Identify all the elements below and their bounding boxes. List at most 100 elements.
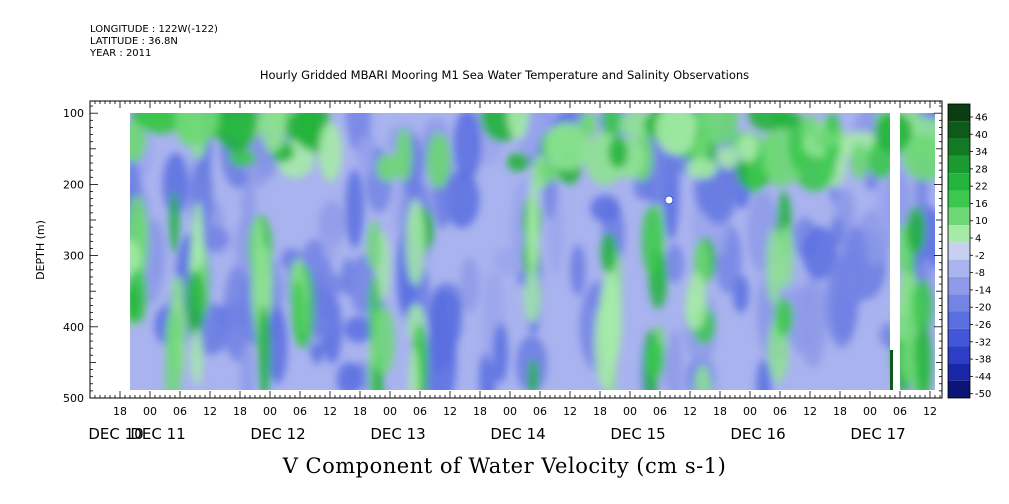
- field-blob-green: [169, 191, 180, 254]
- y-tick-label: 200: [63, 178, 84, 191]
- y-tick-label: 500: [63, 392, 84, 405]
- colorbar-swatch: [948, 259, 970, 277]
- field-blob-blue: [357, 134, 373, 179]
- colorbar-label: 16: [975, 199, 988, 210]
- x-date-label: DEC 13: [370, 425, 425, 443]
- field-blob-green: [579, 113, 598, 137]
- colorbar-label: -50: [975, 389, 991, 400]
- field-blob-green: [191, 328, 203, 386]
- field-blob-green: [644, 340, 665, 380]
- x-hour-label: 18: [473, 405, 487, 418]
- colorbar-label: 46: [975, 112, 988, 123]
- field-blob-blue: [666, 330, 684, 390]
- field-blob-green: [215, 113, 257, 153]
- x-hour-label: 00: [503, 405, 517, 418]
- x-hour-label: 18: [833, 405, 847, 418]
- x-hour-label: 06: [413, 405, 427, 418]
- colorbar-swatch: [948, 173, 970, 191]
- metadata-block: LONGITUDE : 122W(-122) LATITUDE : 36.8N …: [90, 24, 218, 60]
- field-blob-blue: [328, 273, 345, 296]
- x-date-label: DEC 11: [130, 425, 185, 443]
- y-tick-label: 400: [63, 321, 84, 334]
- field-blob-green: [251, 217, 264, 279]
- y-tick-label: 100: [63, 107, 84, 120]
- field-blob-blue: [267, 307, 288, 384]
- x-hour-label: 18: [233, 405, 247, 418]
- field-blob-green: [762, 135, 780, 180]
- data-gap: [890, 113, 900, 390]
- field-blob-green: [130, 283, 140, 323]
- field-blob-green: [916, 323, 932, 390]
- field-blob-green: [257, 305, 271, 390]
- field-blob-blue: [802, 226, 837, 280]
- colorbar-label: -14: [975, 285, 991, 296]
- colorbar-label: -38: [975, 355, 991, 366]
- field-blob-green: [766, 227, 783, 305]
- x-axis-title: V Component of Water Velocity (cm s-1): [282, 454, 727, 478]
- gap-edge-mark: [890, 350, 893, 390]
- field-blob-blue: [336, 362, 362, 390]
- x-hour-label: 12: [803, 405, 817, 418]
- x-hour-label: 00: [143, 405, 157, 418]
- field-blob-green: [905, 205, 926, 254]
- data-void-marker: [664, 195, 674, 205]
- y-axis-label: DEPTH (m): [34, 220, 47, 280]
- field-blob-green: [130, 239, 141, 276]
- field-blob-green: [608, 136, 628, 169]
- field-blob-green: [527, 358, 539, 390]
- field-blob-blue: [162, 152, 189, 216]
- field-blob-green: [812, 130, 841, 148]
- chart-title: Hourly Gridded MBARI Mooring M1 Sea Wate…: [259, 68, 750, 82]
- field-blob-green: [527, 181, 539, 275]
- field-blob-green: [599, 273, 621, 349]
- field-blob-blue: [223, 264, 253, 363]
- colorbar-label: 28: [975, 164, 988, 175]
- field-blob-green: [716, 146, 740, 169]
- field-blob-blue: [453, 113, 482, 181]
- field-blob-green: [523, 268, 541, 324]
- x-hour-label: 12: [683, 405, 697, 418]
- x-hour-label: 12: [323, 405, 337, 418]
- field-blob-green: [850, 142, 869, 180]
- heatmap-blobs: [130, 113, 935, 390]
- colorbar-swatch: [948, 328, 970, 347]
- field-blob-green: [260, 113, 286, 154]
- colorbar-swatch: [948, 121, 970, 139]
- year-label: YEAR : 2011: [90, 48, 152, 59]
- colorbar-swatch: [948, 207, 970, 226]
- field-blob-green: [697, 113, 739, 145]
- field-blob-blue: [240, 339, 255, 390]
- x-hour-label: 18: [353, 405, 367, 418]
- colorbar-label: -26: [975, 320, 991, 331]
- x-hour-label: 00: [383, 405, 397, 418]
- colorbar-label: 10: [975, 216, 988, 227]
- colorbar-swatch: [948, 190, 970, 208]
- field-blob-blue: [570, 244, 586, 296]
- colorbar-swatch: [948, 104, 970, 122]
- x-date-label: DEC 17: [850, 425, 905, 443]
- field-blob-green: [405, 199, 426, 286]
- field-blob-green: [507, 113, 529, 140]
- field-blob-green: [426, 132, 451, 189]
- field-blob-green: [371, 306, 395, 376]
- x-hour-label: 06: [653, 405, 667, 418]
- field-blob-blue: [786, 286, 818, 354]
- x-hour-label: 06: [533, 405, 547, 418]
- colorbar-swatch: [948, 225, 970, 243]
- colorbar-label: -2: [975, 251, 985, 262]
- longitude-label: LONGITUDE : 122W(-122): [90, 24, 218, 35]
- field-blob-blue: [825, 254, 858, 348]
- x-hour-label: 00: [263, 405, 277, 418]
- field-blob-green: [228, 149, 257, 167]
- field-blob-blue: [756, 358, 772, 390]
- x-hour-label: 00: [623, 405, 637, 418]
- field-blob-green: [690, 134, 710, 163]
- plot-frame: [89, 100, 943, 399]
- field-blob-green: [130, 121, 147, 163]
- x-hour-label: 12: [923, 405, 937, 418]
- field-blob-blue: [343, 316, 375, 343]
- field-blob-green: [641, 205, 663, 276]
- colorbar-label: -20: [975, 303, 991, 314]
- field-blob-green: [685, 273, 707, 330]
